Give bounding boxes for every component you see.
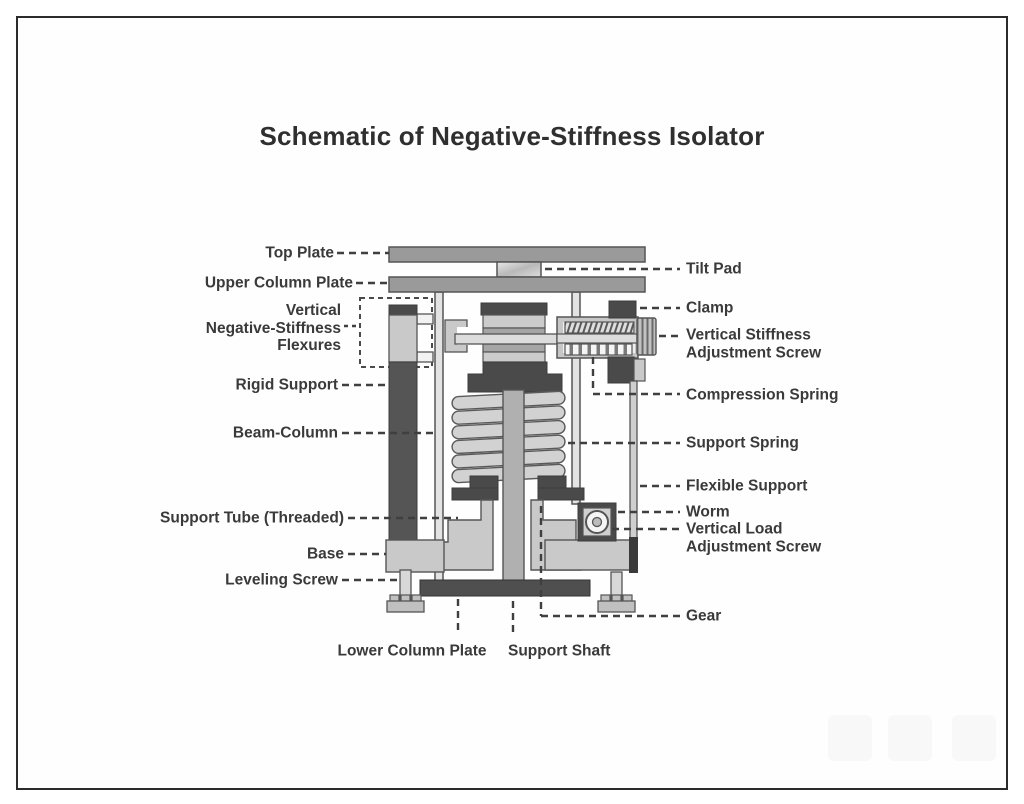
diagram-title: Schematic of Negative-Stiffness Isolator [259,121,765,151]
part-center-block-upper [482,314,546,329]
part-flexure-tab-bottom [416,351,434,363]
part-adjustment-knob [636,317,657,356]
part-screw-shaft [556,333,638,344]
label-support-spring: Support Spring [686,434,799,452]
part-screw-thread [564,321,635,334]
part-center-block-lower [482,351,546,363]
label-vertical-load-adjustment-screw: Vertical Load Adjustment Screw [686,520,822,556]
part-support-shaft [502,389,525,596]
label-upper-column-plate: Upper Column Plate [204,274,353,292]
part-leveling-screw-left [386,569,425,613]
part-base-left [385,539,445,573]
watermark-block [888,715,932,761]
label-top-plate: Top Plate [265,244,334,262]
part-spring-bottom-seat [451,475,585,501]
part-clamp [608,300,637,319]
label-tilt-pad: Tilt Pad [686,260,742,278]
label-rigid-support: Rigid Support [235,376,338,394]
label-vertical-stiffness-adjustment-screw: Vertical Stiffness Adjustment Screw [686,326,822,362]
part-beam-column [434,291,444,583]
label-lower-column-plate: Lower Column Plate [337,642,487,660]
part-tilt-pad [496,261,542,278]
part-base-right-edge [629,537,638,573]
part-flexible-support [629,380,638,542]
part-flexure-block [388,314,418,363]
part-worm [577,502,617,542]
leader-lines [337,251,680,634]
part-center-block-cap [480,302,548,316]
label-clamp: Clamp [686,299,734,317]
watermark-block [952,715,996,761]
part-spring-top-seat [467,361,563,393]
part-upper-column-plate [388,276,646,293]
part-base-right [544,539,634,571]
part-leveling-screw-right [597,571,636,613]
label-support-shaft: Support Shaft [508,642,611,660]
part-housing-lower-tab [633,358,646,382]
part-support-tube-left [442,499,494,571]
part-top-plate [388,246,646,263]
part-flexure-top-clamp [388,304,418,316]
label-beam-column: Beam-Column [232,424,338,442]
part-flexure-tab-top [416,313,434,325]
label-gear: Gear [686,607,722,625]
part-rigid-support [388,361,418,543]
label-base: Base [306,545,344,563]
part-center-block-strip-lower [482,343,546,353]
label-vertical-negative-stiffness-flexures: Vertical Negative-Stiffness Flexures [205,301,341,354]
watermark-block [828,715,872,761]
flexures-dashed-region [359,297,433,368]
label-compression-spring: Compression Spring [686,386,839,404]
part-compression-spring [564,343,633,356]
part-housing-lower-block [607,356,635,384]
label-flexible-support: Flexible Support [686,477,808,495]
label-worm: Worm [686,503,730,521]
part-lower-column-plate [419,579,591,597]
label-leveling-screw: Leveling Screw [225,571,338,589]
label-support-tube-threaded: Support Tube (Threaded) [160,509,344,527]
